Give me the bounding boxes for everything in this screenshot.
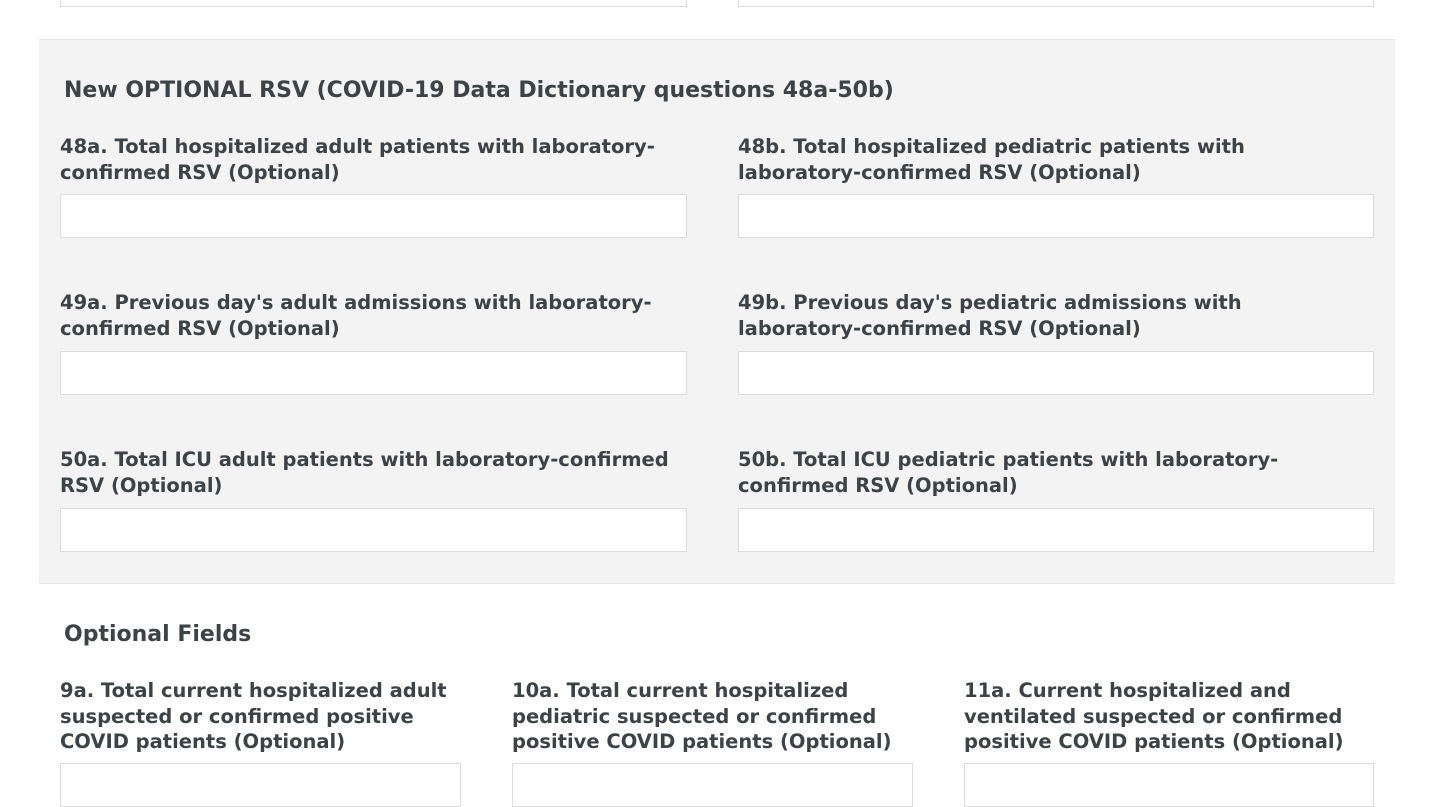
- field-49b-label: 49b. Previous day's pediatric admissions…: [738, 291, 1242, 340]
- field-50b-label: 50b. Total ICU pediatric patients with l…: [738, 448, 1279, 497]
- field-48b-input[interactable]: [738, 194, 1374, 238]
- field-49b-input[interactable]: [738, 351, 1374, 395]
- previous-input-right[interactable]: [738, 0, 1374, 7]
- optional-section-title: Optional Fields: [64, 622, 252, 647]
- previous-input-left[interactable]: [60, 0, 687, 7]
- rsv-section-title: New OPTIONAL RSV (COVID-19 Data Dictiona…: [64, 78, 894, 103]
- field-9a-label: 9a. Total current hospitalized adult sus…: [60, 679, 447, 753]
- field-49a-input[interactable]: [60, 351, 687, 395]
- field-10a-input[interactable]: [512, 763, 913, 807]
- field-48a-label: 48a. Total hospitalized adult patients w…: [60, 135, 655, 184]
- field-50a-input[interactable]: [60, 508, 687, 552]
- previous-section-inputs: [0, 0, 1446, 40]
- field-49a-label: 49a. Previous day's adult admissions wit…: [60, 291, 652, 340]
- field-9a-input[interactable]: [60, 763, 461, 807]
- field-11a-label: 11a. Current hospitalized and ventilated…: [964, 679, 1344, 753]
- field-50a-label: 50a. Total ICU adult patients with labor…: [60, 448, 669, 497]
- field-11a-input[interactable]: [964, 763, 1374, 807]
- field-10a-label: 10a. Total current hospitalized pediatri…: [512, 679, 892, 753]
- field-50b-input[interactable]: [738, 508, 1374, 552]
- field-48a-input[interactable]: [60, 194, 687, 238]
- field-48b-label: 48b. Total hospitalized pediatric patien…: [738, 135, 1245, 184]
- rsv-section-panel: [39, 39, 1395, 584]
